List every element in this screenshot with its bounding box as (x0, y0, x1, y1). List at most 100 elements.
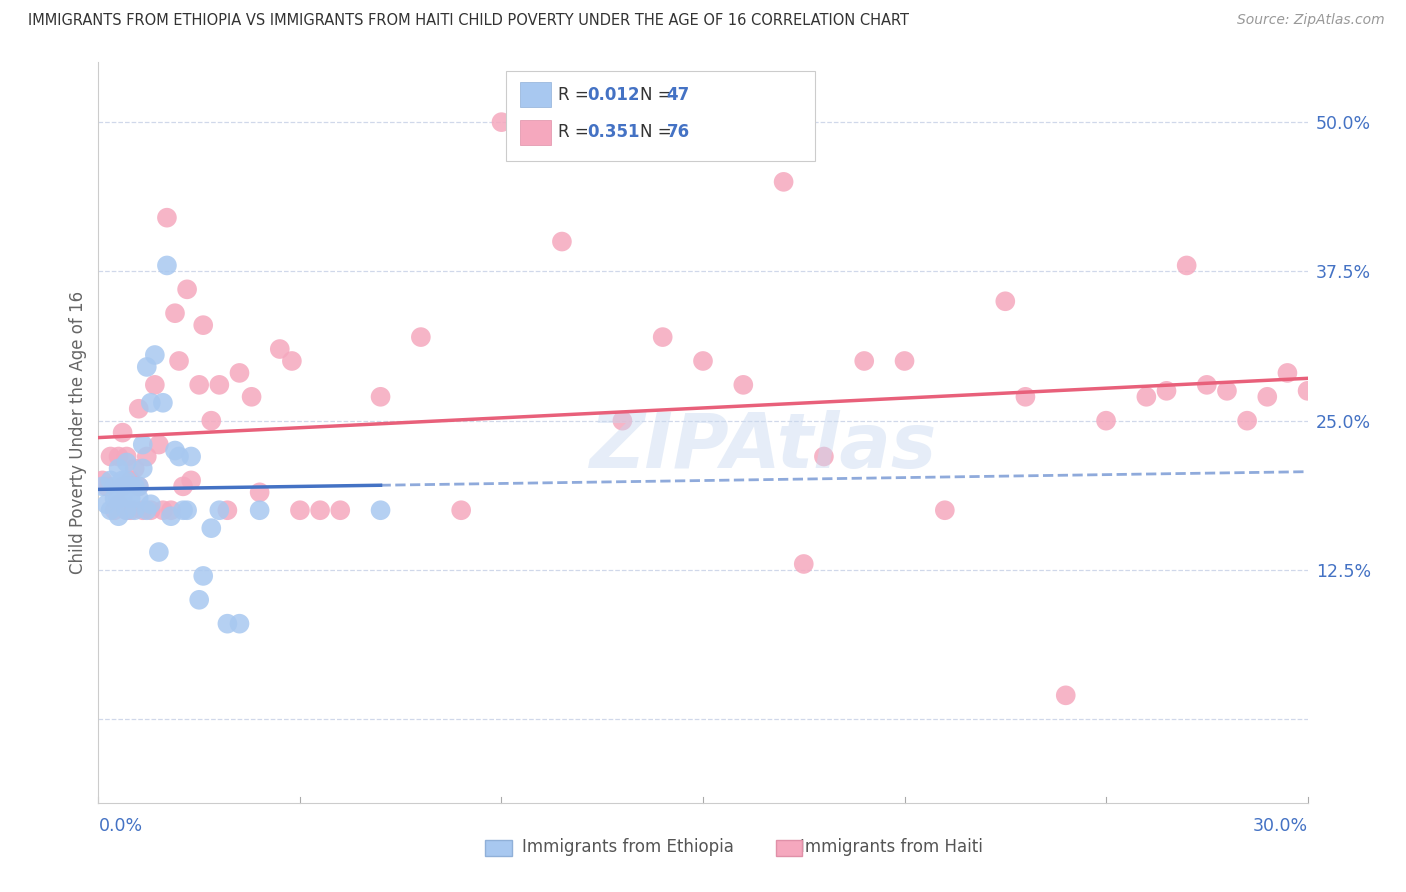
Point (1296, 384, 1319, 398)
Point (1236, 414, 1258, 428)
Point (111, 474, 134, 488)
Point (1156, 384, 1178, 398)
Point (240, 390, 263, 404)
Point (115, 455, 138, 469)
Point (91, 479, 114, 493)
Point (148, 437, 170, 451)
Text: R =: R = (558, 86, 595, 103)
Point (249, 503, 271, 517)
Point (450, 503, 472, 517)
Point (1398, 354, 1406, 368)
Point (160, 509, 183, 524)
Point (249, 485, 271, 500)
Point (124, 503, 146, 517)
Point (1337, 366, 1360, 380)
Point (1054, 689, 1077, 703)
Point (120, 479, 142, 493)
Point (120, 503, 142, 517)
Point (103, 491, 125, 506)
Point (269, 342, 291, 356)
Text: 0.0%: 0.0% (98, 817, 142, 835)
Point (115, 474, 138, 488)
Point (1316, 259, 1339, 273)
Point (132, 461, 155, 475)
Point (160, 503, 183, 517)
Point (100, 474, 122, 488)
Point (115, 450, 138, 464)
Point (115, 479, 138, 493)
Point (111, 479, 134, 493)
Point (409, 330, 432, 344)
Point (132, 437, 155, 451)
Point (156, 211, 179, 225)
Point (612, 414, 634, 428)
Point (124, 479, 146, 493)
Point (91, 474, 114, 488)
Point (167, 354, 190, 368)
Point (370, 390, 392, 404)
Point (107, 491, 129, 506)
Point (1195, 377, 1218, 392)
Point (1357, 401, 1379, 416)
Point (103, 479, 125, 493)
Text: N =: N = (640, 123, 676, 141)
Point (193, 569, 215, 583)
Point (994, 294, 1017, 309)
Point (172, 503, 194, 517)
Point (96, 479, 118, 493)
Text: N =: N = (640, 86, 676, 103)
Point (128, 479, 150, 493)
Point (228, 366, 250, 380)
Text: ZIPAtlas: ZIPAtlas (589, 410, 938, 484)
Point (111, 479, 134, 493)
Point (1376, 689, 1399, 703)
Point (217, 503, 239, 517)
Point (120, 474, 142, 488)
Point (128, 491, 150, 506)
Text: Immigrants from Haiti: Immigrants from Haiti (800, 838, 983, 856)
Point (180, 450, 202, 464)
Point (551, 235, 574, 249)
Point (103, 503, 125, 517)
Point (188, 377, 211, 392)
Point (309, 503, 332, 517)
Point (124, 461, 146, 475)
Point (1277, 366, 1299, 380)
FancyBboxPatch shape (485, 840, 512, 856)
Point (651, 330, 673, 344)
Text: R =: R = (558, 123, 595, 141)
Point (128, 479, 150, 493)
Point (288, 503, 311, 517)
Point (167, 450, 190, 464)
Point (100, 503, 122, 517)
Point (491, 115, 513, 129)
Point (152, 396, 174, 410)
Point (120, 491, 142, 506)
Point (107, 450, 129, 464)
Point (176, 503, 198, 517)
Point (1014, 390, 1036, 404)
Point (115, 503, 138, 517)
Point (1175, 259, 1198, 273)
Point (200, 521, 222, 535)
Text: 30.0%: 30.0% (1253, 817, 1308, 835)
Point (132, 503, 155, 517)
Point (96, 497, 118, 511)
Text: 0.012: 0.012 (588, 86, 640, 103)
Point (172, 479, 194, 493)
Point (188, 592, 211, 607)
Text: IMMIGRANTS FROM ETHIOPIA VS IMMIGRANTS FROM HAITI CHILD POVERTY UNDER THE AGE OF: IMMIGRANTS FROM ETHIOPIA VS IMMIGRANTS F… (28, 13, 910, 29)
Text: 76: 76 (666, 123, 689, 141)
Point (1256, 390, 1278, 404)
Point (208, 377, 231, 392)
Point (692, 354, 714, 368)
Point (143, 377, 166, 392)
Y-axis label: Child Poverty Under the Age of 16: Child Poverty Under the Age of 16 (69, 291, 87, 574)
Text: Source: ZipAtlas.com: Source: ZipAtlas.com (1237, 13, 1385, 28)
Text: 47: 47 (666, 86, 690, 103)
Point (135, 359, 157, 374)
Point (107, 497, 129, 511)
Point (893, 354, 915, 368)
Point (772, 175, 794, 189)
Point (228, 616, 250, 631)
